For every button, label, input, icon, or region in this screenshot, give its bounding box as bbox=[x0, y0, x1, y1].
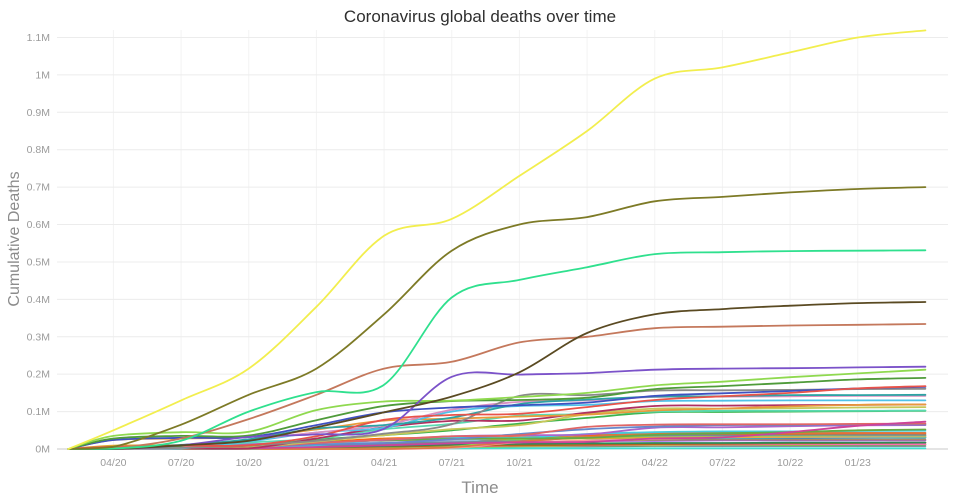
y-tick-label: 0.3M bbox=[27, 331, 50, 343]
series-line-series-41[interactable]: series-41 bbox=[67, 186, 927, 450]
y-tick-label: 0.9M bbox=[27, 107, 50, 119]
y-tick-label: 0.1M bbox=[27, 406, 50, 418]
y-tick-label: 0.4M bbox=[27, 294, 50, 306]
series-line-series-33[interactable]: series-33 bbox=[67, 386, 927, 450]
x-tick-label: 01/22 bbox=[574, 457, 600, 469]
y-tick-label: 0M bbox=[35, 444, 50, 456]
y-tick-label: 0.8M bbox=[27, 144, 50, 156]
x-tick-label: 04/20 bbox=[100, 457, 126, 469]
series-line-series-27[interactable]: series-27 bbox=[67, 403, 927, 450]
x-tick-label: 01/23 bbox=[845, 457, 871, 469]
series-line-series-34[interactable]: series-34 bbox=[67, 385, 927, 450]
series-line-series-38[interactable]: series-38 bbox=[67, 323, 927, 450]
y-axis-title: Cumulative Deaths bbox=[6, 171, 23, 307]
y-tick-label: 0.6M bbox=[27, 219, 50, 231]
y-tick-label: 1.1M bbox=[27, 32, 50, 44]
x-tick-label: 07/20 bbox=[168, 457, 194, 469]
series-line-series-39[interactable]: series-39 bbox=[67, 301, 927, 450]
y-tick-label: 0.5M bbox=[27, 256, 50, 268]
x-axis-title: Time bbox=[461, 478, 499, 497]
y-tick-label: 0.7M bbox=[27, 182, 50, 194]
x-tick-label: 10/21 bbox=[506, 457, 532, 469]
y-tick-label: 0.2M bbox=[27, 369, 50, 381]
x-tick-label: 04/21 bbox=[371, 457, 397, 469]
series-line-series-40[interactable]: series-40 bbox=[67, 249, 927, 450]
x-tick-label: 07/22 bbox=[709, 457, 735, 469]
x-tick-label: 07/21 bbox=[439, 457, 465, 469]
chart-title: Coronavirus global deaths over time bbox=[343, 7, 617, 26]
y-tick-label: 1M bbox=[35, 69, 50, 81]
x-tick-label: 04/22 bbox=[642, 457, 668, 469]
series-line-series-32[interactable]: series-32 bbox=[67, 387, 927, 450]
x-tick-label: 10/22 bbox=[777, 457, 803, 469]
x-tick-label: 10/20 bbox=[236, 457, 262, 469]
series-line-series-42[interactable]: series-42 bbox=[67, 29, 927, 450]
series-line-series-36[interactable]: series-36 bbox=[67, 368, 927, 450]
x-tick-label: 01/21 bbox=[303, 457, 329, 469]
